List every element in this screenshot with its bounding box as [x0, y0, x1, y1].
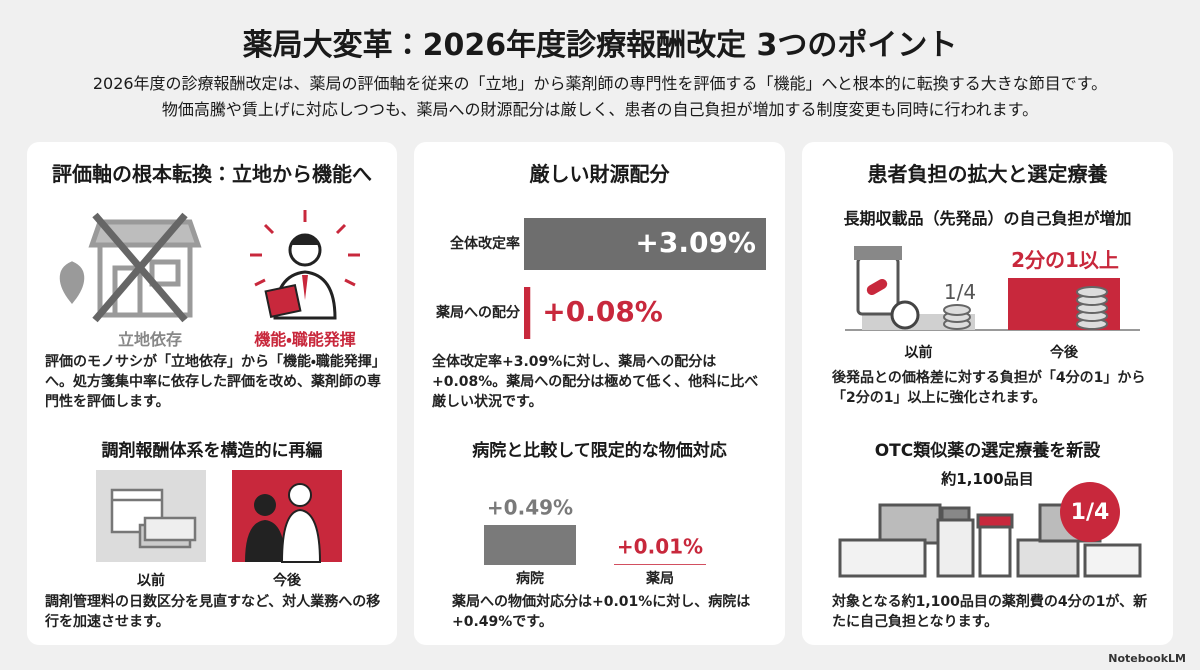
panel-text: 後発品との価格差に対する負担が「4分の1」から「2分の1」以上に強化されます。 — [832, 370, 1146, 406]
title: 薬局大変革：2026年度診療報酬改定 3つのポイント — [242, 28, 958, 63]
panel-title: 評価軸の根本転換：立地から機能へ — [52, 162, 372, 186]
badge — [1060, 482, 1120, 542]
value-label: +3.09% — [635, 226, 756, 259]
compare-label: 今後 — [273, 573, 301, 589]
panel-subtitle: OTC類似薬の選定療養を新設 — [874, 441, 1101, 461]
value-label: +0.49% — [487, 496, 573, 520]
value-label: +0.08% — [542, 295, 663, 328]
panel-title: 厳しい財源配分 — [529, 162, 670, 186]
category-label: 全体改定率 — [450, 235, 520, 252]
panel-text: 全体改定率+3.09%に対し、薬局への配分は+0.08%。薬局への配分は極めて低… — [432, 354, 759, 410]
compare-label: 以前 — [137, 573, 165, 589]
panel-subtitle: 病院と比較して限定的な物価対応 — [472, 441, 727, 461]
bar — [524, 218, 766, 270]
coins-icon — [943, 286, 1108, 330]
compare-label: 今後 — [1050, 345, 1078, 361]
calendar-icon — [110, 488, 197, 549]
share-label: 1/4 — [943, 280, 977, 304]
icon-label: 立地依存 — [117, 330, 182, 349]
category-label: 薬局への配分 — [436, 304, 521, 321]
item-count: 約1,100品目 — [941, 470, 1034, 488]
value-label: +0.01% — [617, 535, 703, 559]
bar — [614, 564, 706, 565]
store-icon — [59, 212, 202, 323]
bar — [484, 525, 576, 565]
description: 物価高騰や賃上げに対応しつつも、薬局への財源配分は厳しく、患者の自己負担が増加す… — [161, 100, 1039, 119]
share-label: 2分の1以上 — [1011, 248, 1119, 272]
footer: NotebookLM — [1108, 652, 1186, 665]
icon-label: 機能・職能発揮 — [254, 330, 356, 349]
compare-label: 以前 — [904, 345, 933, 361]
panel-subtitle: 長期収載品（先発品）の自己負担が増加 — [843, 209, 1132, 228]
category-label: 薬局 — [646, 570, 674, 587]
panel-text: 対象となる約1,100品目の薬剤費の4分の1が、新たに自己負担となります。 — [832, 594, 1148, 630]
panel-text: 評価のモノサシが「立地依存」から「機能・職能発揮」へ。処方箋集中率に依存した評価… — [45, 354, 381, 410]
description: 2026年度の診療報酬改定は、薬局の評価軸を従来の「立地」から薬剤師の専門性を評… — [92, 74, 1108, 93]
bottle-icon — [854, 246, 920, 330]
panel-text: 薬局への物価対応分は+0.01%に対し、病院は+0.49%です。 — [452, 594, 751, 630]
panel-subtitle: 調剤報酬体系を構造的に再編 — [101, 441, 323, 461]
badge-label: 1/4 — [1070, 500, 1110, 525]
panel-text: 調剤管理料の日数区分を見直すなど、対人業務への移行を加速させます。 — [45, 594, 381, 630]
consult-icon — [245, 483, 322, 563]
pharmacist-icon — [250, 210, 360, 320]
panel-title: 患者負担の拡大と選定療養 — [867, 162, 1108, 186]
category-label: 病院 — [516, 570, 544, 587]
bar — [524, 287, 531, 339]
